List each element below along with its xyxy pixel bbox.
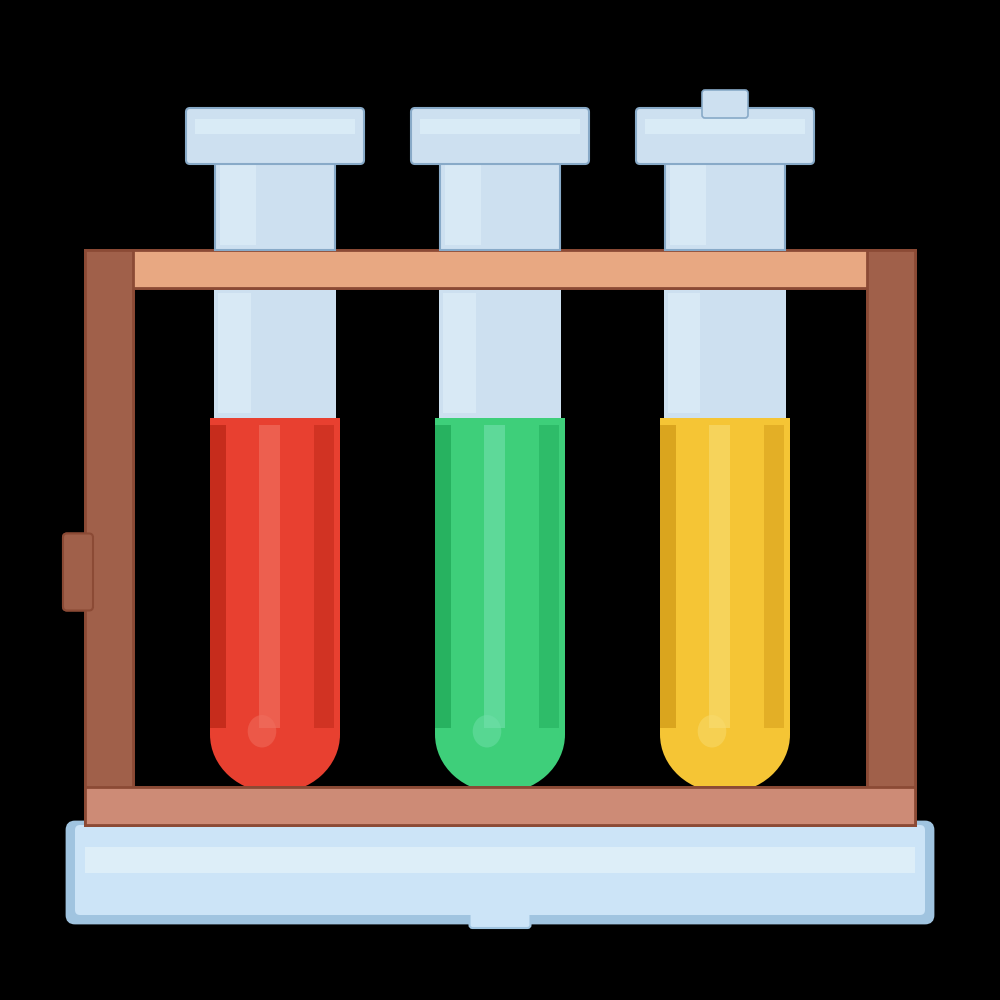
Bar [314,425,334,728]
Bar [210,425,226,728]
Bar [435,425,451,728]
Bar [660,425,676,728]
Bar [420,119,580,134]
Bar [867,250,915,825]
Bar [85,847,915,872]
Bar [867,250,915,825]
FancyBboxPatch shape [186,108,364,164]
Bar [445,160,481,245]
FancyBboxPatch shape [470,904,530,928]
Bar [764,425,784,728]
Bar [85,250,133,825]
Bar [195,119,355,134]
Bar [133,288,867,787]
Ellipse shape [660,676,790,793]
Ellipse shape [473,715,501,748]
Bar [85,250,915,288]
Bar [440,155,560,250]
Ellipse shape [210,676,340,793]
Bar [668,293,700,413]
Bar [709,425,730,728]
Bar [218,293,251,413]
Bar [259,425,280,728]
Bar [210,418,340,734]
FancyBboxPatch shape [636,108,814,164]
Bar [439,288,561,418]
Bar [539,425,558,728]
Bar [443,293,476,413]
Bar [670,160,706,245]
FancyBboxPatch shape [67,822,933,923]
FancyBboxPatch shape [411,108,589,164]
Bar [214,288,336,418]
Bar [664,288,786,418]
Bar [215,155,335,250]
Bar [85,787,915,825]
Bar [85,250,133,825]
Bar [435,418,565,734]
FancyBboxPatch shape [702,90,748,118]
Bar [645,119,805,134]
Ellipse shape [698,715,726,748]
Ellipse shape [435,676,565,793]
Bar [665,155,785,250]
Bar [484,425,505,728]
Bar [660,418,790,734]
Bar [85,250,915,288]
Bar [220,160,256,245]
Ellipse shape [248,715,276,748]
FancyBboxPatch shape [75,825,925,915]
FancyBboxPatch shape [63,534,93,610]
FancyBboxPatch shape [63,534,93,610]
Bar [85,787,915,825]
